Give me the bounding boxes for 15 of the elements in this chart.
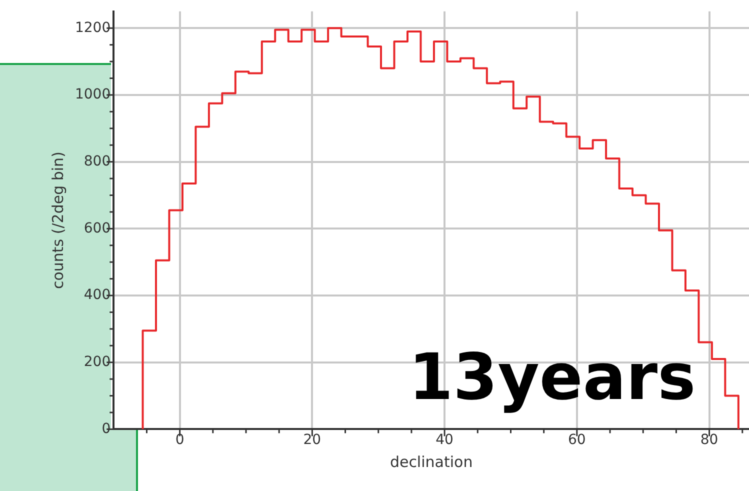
x-tick-label: 20	[303, 432, 322, 448]
y-axis-title: counts (/2deg bin)	[48, 152, 67, 290]
y-tick-label: 1000	[74, 86, 111, 103]
x-tick-label: 0	[175, 432, 184, 448]
y-tick-label: 1200	[74, 20, 111, 36]
x-tick-label: 40	[436, 432, 454, 448]
y-tick-label: 800	[84, 153, 111, 170]
x-tick-label: 80	[700, 432, 718, 448]
x-tick-label: 60	[568, 432, 586, 448]
y-tick-label: 400	[84, 287, 111, 304]
x-axis-title: declination	[390, 452, 473, 471]
y-tick-label: 200	[84, 354, 111, 370]
y-tick-label: 600	[84, 220, 111, 236]
annotation: 13years	[408, 341, 696, 416]
y-tick-label: 0	[102, 420, 111, 437]
